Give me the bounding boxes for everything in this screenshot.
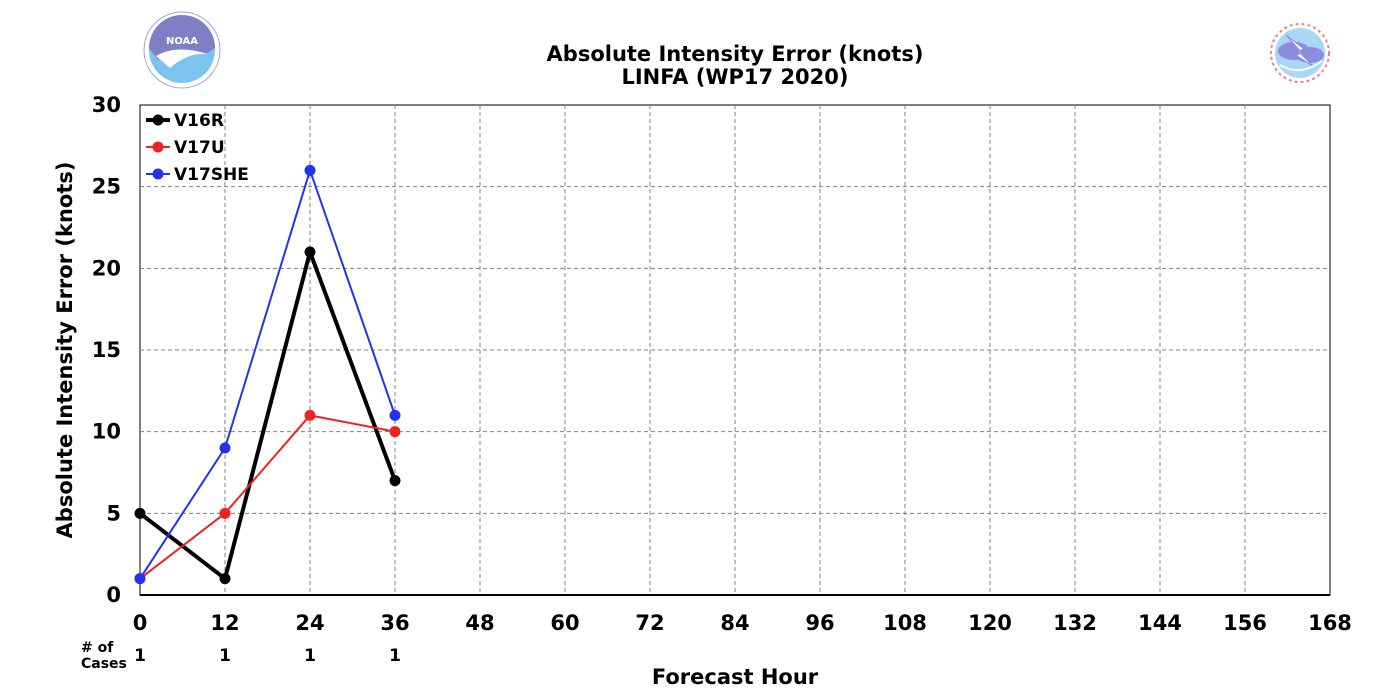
y-tick-label: 15 [92,338,121,362]
data-point [304,164,316,176]
cases-label-line1: # of [81,640,114,656]
x-tick-label: 96 [805,611,834,635]
x-tick-label: 132 [1053,611,1097,635]
data-point [219,442,231,454]
x-tick-label: 84 [720,611,749,635]
series-line [139,169,396,580]
grid [140,105,1330,595]
y-tick-label: 30 [92,93,121,117]
cases-value: 1 [134,646,146,666]
y-tick-labels: 0 5 10 15 20 25 30 [92,93,121,607]
series-layer [134,164,401,585]
series-v17she [134,164,401,585]
legend-item-v17she: V17SHE [146,165,249,185]
cases-value: 1 [389,646,401,666]
y-tick-label: 0 [106,583,121,607]
legend-label: V16R [174,111,224,131]
data-point [389,409,401,421]
data-point [219,573,231,585]
y-tick-label: 25 [92,175,121,199]
legend-label: V17U [174,138,225,158]
series-v16r [134,246,401,585]
x-tick-label: 36 [380,611,409,635]
data-point [304,409,316,421]
x-tick-label: 60 [550,611,579,635]
series-v17u [134,409,401,585]
noaa-logo-text: NOAA [166,36,198,47]
chart-title: Absolute Intensity Error (knots) [547,42,924,66]
x-tick-label: 24 [295,611,324,635]
x-tick-label: 120 [968,611,1012,635]
data-point [389,475,401,487]
y-tick-label: 10 [92,420,121,444]
data-point [134,573,146,585]
x-tick-label: 12 [210,611,239,635]
x-tick-label: 108 [883,611,927,635]
chart-subtitle: LINFA (WP17 2020) [621,65,848,89]
y-tick-label: 20 [92,256,121,280]
legend-item-v16r: V16R [146,111,224,131]
x-tick-label: 168 [1308,611,1352,635]
data-point [219,507,231,519]
x-tick-label: 156 [1223,611,1267,635]
cases-value: 1 [304,646,316,666]
series-line [139,414,396,580]
legend: V16R V17U V17SHE [146,111,249,185]
y-axis-label: Absolute Intensity Error (knots) [53,162,77,539]
y-tick-label: 5 [106,501,121,525]
x-tick-label: 144 [1138,611,1182,635]
x-tick-label: 0 [133,611,148,635]
x-tick-label: 72 [635,611,664,635]
cases-row: # of Cases 1 1 1 1 [81,640,401,672]
data-point [389,426,401,438]
x-tick-label: 48 [465,611,494,635]
cases-value: 1 [219,646,231,666]
x-tick-labels: 0 12 24 36 48 60 72 84 96 108 120 132 144 156 168 [133,611,1352,635]
legend-marker [152,168,164,180]
series-line [138,250,397,581]
legend-label: V17SHE [174,165,249,185]
legend-marker [152,141,164,153]
nws-logo-icon [1263,16,1337,90]
x-axis-label: Forecast Hour [652,665,819,689]
cases-label-line2: Cases [81,656,127,672]
noaa-logo-icon: NOAA [143,11,221,89]
data-point [134,507,146,519]
legend-item-v17u: V17U [146,138,225,158]
data-point [304,246,316,258]
legend-marker [152,114,164,126]
